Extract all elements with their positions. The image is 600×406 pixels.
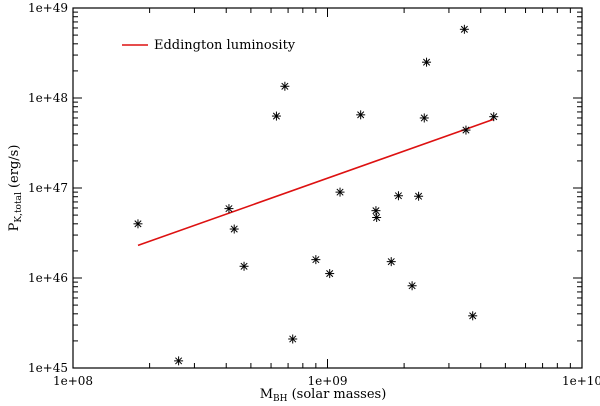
data-point [372,213,382,223]
scatter-points [133,24,499,366]
x-tick-labels: 1e+08 1e+09 1e+10 [53,374,600,388]
y-axis-label: PK,total (erg/s) [7,145,24,232]
y-tick-label: 1e+46 [28,271,68,285]
data-point [461,125,471,135]
data-point [229,224,239,234]
data-point [371,206,381,216]
y-tick-label: 1e+48 [28,91,68,105]
legend: Eddington luminosity [122,38,296,53]
data-point [407,281,417,291]
y-tick-labels: 1e+45 1e+46 1e+47 1e+48 1e+49 [28,1,68,375]
data-point [386,257,396,267]
data-point [311,255,321,265]
data-point [280,81,290,91]
y-tick-label: 1e+49 [28,1,68,15]
y-tick-label: 1e+45 [28,361,68,375]
x-tick-label: 1e+10 [562,374,600,388]
data-point [489,112,499,122]
axis-ticks [72,7,583,369]
data-point [174,356,184,366]
data-point [271,111,281,121]
data-point [393,191,403,201]
data-point [325,269,335,279]
data-point [239,261,249,271]
data-point [419,113,429,123]
legend-label: Eddington luminosity [154,38,296,53]
plot-frame [72,7,583,369]
eddington-luminosity-line [137,118,494,247]
data-point [335,187,345,197]
x-tick-label: 1e+09 [307,374,347,388]
x-axis-label: MBH (solar masses) [260,387,387,404]
data-point [224,204,234,214]
y-tick-label: 1e+47 [28,181,68,195]
data-point [422,57,432,67]
data-point [288,334,298,344]
data-point [468,311,478,321]
data-point [459,24,469,34]
x-tick-label: 1e+08 [53,374,93,388]
data-point [356,110,366,120]
data-point [414,191,424,201]
data-point [133,219,143,229]
series-lines [137,118,494,247]
